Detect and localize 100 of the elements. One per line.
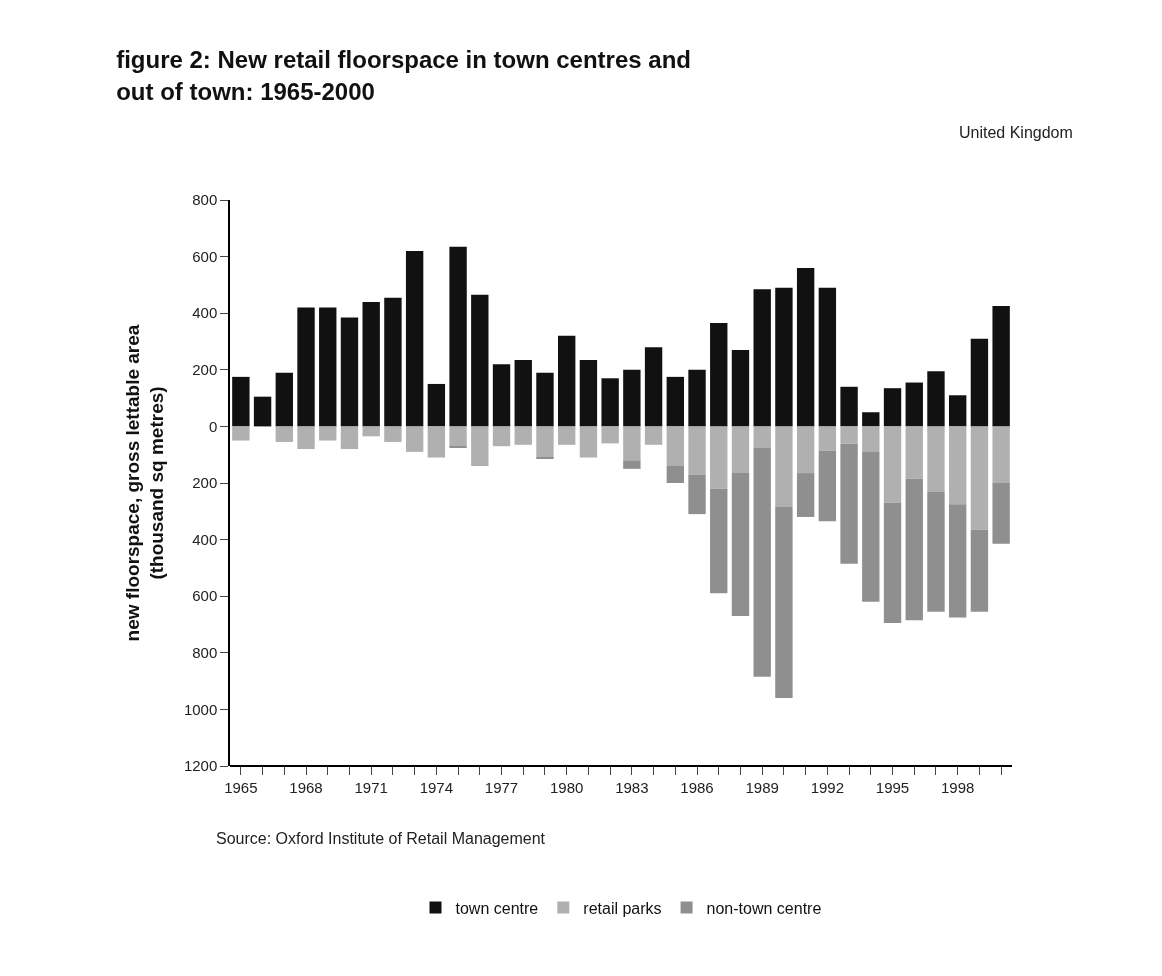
y-tick-label: 400 (192, 530, 218, 548)
chart-subtitle: United Kingdom (959, 124, 1073, 141)
bar (970, 426, 989, 530)
bar (644, 347, 663, 427)
bar (471, 426, 489, 467)
bar (449, 246, 467, 427)
bar (905, 426, 923, 479)
bar (405, 426, 424, 452)
bar (796, 426, 815, 474)
bar (949, 395, 967, 427)
y-tick-label: 600 (192, 587, 218, 605)
bar (710, 323, 728, 427)
legend-label: retail parks (583, 899, 662, 917)
bar (427, 383, 446, 427)
y-tick-label: 800 (192, 644, 218, 662)
bar (927, 371, 945, 427)
x-tick-label: 1998 (941, 778, 975, 796)
y-tick-label: 400 (192, 304, 218, 322)
x-tick-label: 1977 (484, 778, 519, 796)
x-tick-label: 1995 (875, 778, 910, 796)
x-tick-label: 1971 (354, 778, 388, 796)
bar (927, 491, 945, 612)
x-tick-label: 1965 (224, 778, 258, 796)
bar (623, 369, 641, 427)
bar (905, 478, 923, 621)
bar (883, 426, 902, 503)
bar (949, 504, 967, 618)
bar (558, 426, 576, 445)
bar (253, 396, 272, 427)
bar (232, 426, 250, 441)
x-tick-label: 1989 (745, 778, 779, 796)
bar (297, 307, 315, 427)
bar (362, 426, 380, 437)
bar (775, 287, 793, 427)
bar (840, 426, 858, 444)
bar (753, 426, 771, 448)
bar (492, 426, 511, 447)
bar (883, 502, 902, 624)
bar (775, 507, 793, 699)
bar (492, 364, 511, 427)
bar (297, 426, 315, 450)
bar (862, 426, 880, 452)
bar (666, 376, 684, 427)
bar (319, 307, 337, 427)
bar (862, 451, 880, 602)
bar (927, 426, 945, 492)
bar (688, 369, 706, 427)
bar (753, 289, 771, 427)
x-tick-label: 1986 (680, 778, 714, 796)
bar (536, 426, 554, 458)
x-tick-label: 1980 (550, 778, 584, 796)
bar (644, 426, 663, 445)
bar (362, 301, 380, 427)
bar (818, 426, 837, 451)
bar (992, 306, 1010, 427)
bar (340, 317, 359, 427)
bar (384, 426, 402, 442)
bar (449, 426, 467, 447)
bar (232, 376, 250, 427)
bar (666, 466, 684, 483)
bar (992, 483, 1010, 544)
x-tick-label: 1992 (810, 778, 845, 796)
bar (753, 447, 771, 677)
bar (536, 372, 554, 427)
bar (514, 426, 532, 445)
y-axis-title: new floorspace, gross lettable area (thousand sq metres) (121, 324, 168, 642)
bar (970, 529, 989, 612)
bar (710, 488, 728, 594)
y-tick-label: 0 (208, 417, 218, 435)
bar (731, 349, 750, 427)
bar (862, 412, 880, 427)
bar (579, 426, 598, 458)
bar (905, 382, 923, 427)
bar (384, 297, 402, 427)
y-tick-label: 200 (192, 474, 218, 492)
bar (319, 426, 337, 441)
x-tick-label: 1983 (615, 778, 649, 796)
bar (579, 359, 598, 427)
bar (796, 267, 815, 427)
y-tick-label: 200 (192, 361, 218, 379)
bar (405, 250, 424, 427)
bar (688, 426, 706, 475)
bar (731, 426, 750, 474)
x-tick-label: 1968 (289, 778, 323, 796)
bar (883, 388, 902, 427)
bar (818, 450, 837, 522)
bar (775, 426, 793, 508)
bar (340, 426, 359, 450)
legend-label: non-town centre (706, 899, 822, 917)
bar (992, 426, 1010, 483)
bar (427, 426, 446, 458)
bar (601, 426, 619, 444)
legend-label: town centre (455, 899, 539, 917)
bar (840, 443, 858, 564)
chart-title: figure 2: New retail floorspace in town centres and out of town: 1965-2000 (116, 46, 691, 105)
bar (275, 372, 293, 427)
bar (949, 426, 967, 505)
y-tick-label: 600 (192, 247, 218, 265)
y-tick-label: 1200 (183, 757, 218, 775)
bar (710, 426, 728, 489)
